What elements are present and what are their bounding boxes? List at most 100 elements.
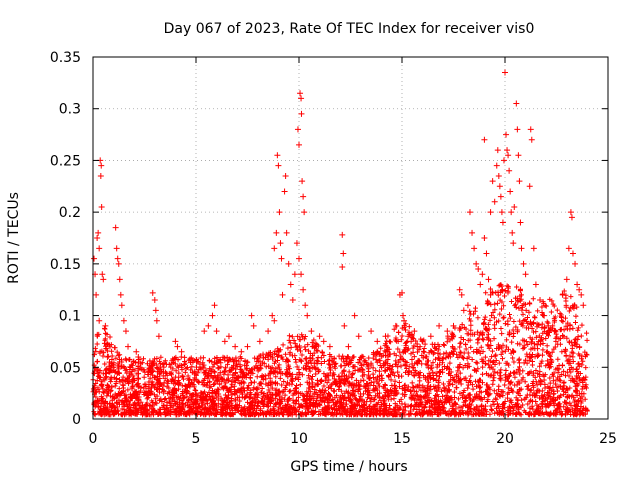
data-point <box>520 260 527 267</box>
data-point <box>508 209 515 216</box>
data-point <box>479 271 486 278</box>
y-tick-label: 0.15 <box>50 257 81 273</box>
data-point <box>209 312 216 319</box>
data-point <box>326 343 333 350</box>
data-point <box>277 240 284 247</box>
data-point <box>541 312 548 319</box>
data-point <box>499 219 506 226</box>
data-point <box>527 126 534 133</box>
data-point <box>279 291 286 298</box>
data-point <box>483 250 490 257</box>
data-point <box>285 260 292 267</box>
data-point <box>238 348 245 355</box>
data-point <box>296 141 302 148</box>
y-tick-label: 0.2 <box>59 205 81 221</box>
data-point <box>498 209 505 216</box>
data-point <box>298 110 305 117</box>
data-point <box>125 343 132 350</box>
ticks <box>92 56 609 420</box>
data-point <box>487 291 494 298</box>
data-point <box>250 322 257 329</box>
y-tick-label: 0.1 <box>59 309 81 325</box>
data-point <box>283 229 290 236</box>
data-point <box>278 255 285 262</box>
scatter-noise-band <box>90 282 590 418</box>
data-point <box>339 231 346 238</box>
x-tick-label: 5 <box>192 431 201 447</box>
data-point <box>172 338 179 345</box>
data-point <box>460 307 467 314</box>
data-point <box>201 328 208 335</box>
data-point <box>211 302 218 309</box>
y-tick-label: 0.3 <box>59 102 81 118</box>
data-point <box>104 353 111 360</box>
data-point <box>572 260 579 267</box>
data-point <box>153 317 160 324</box>
data-point <box>487 209 494 216</box>
data-point <box>155 333 162 340</box>
data-point <box>513 100 520 107</box>
data-point <box>565 245 572 252</box>
data-point <box>213 328 220 335</box>
x-tick-label: 25 <box>599 431 617 447</box>
data-point <box>96 245 103 252</box>
data-point <box>265 328 272 335</box>
data-point <box>221 338 228 345</box>
data-point <box>178 348 185 355</box>
data-point <box>316 333 323 340</box>
data-point <box>475 266 482 273</box>
x-axis-label: GPS time / hours <box>290 459 407 475</box>
grid <box>93 57 608 419</box>
data-point <box>282 172 289 179</box>
data-point <box>569 250 576 257</box>
data-point <box>115 260 122 267</box>
data-point <box>450 322 457 329</box>
data-point <box>102 322 109 329</box>
data-point <box>511 203 518 210</box>
data-point <box>477 281 484 288</box>
data-point <box>135 353 142 360</box>
data-point <box>269 312 276 319</box>
data-point <box>489 178 496 185</box>
data-point <box>232 343 239 350</box>
data-point <box>106 359 113 366</box>
data-point <box>287 281 294 288</box>
data-point <box>291 271 298 278</box>
data-point <box>298 271 305 278</box>
data-point <box>497 193 504 200</box>
data-point <box>116 276 123 283</box>
data-point <box>276 209 283 216</box>
data-point <box>299 178 306 185</box>
data-point <box>545 322 552 329</box>
data-point <box>505 152 512 159</box>
data-point <box>495 172 502 179</box>
data-point <box>151 297 158 304</box>
data-point <box>274 152 281 159</box>
data-point <box>304 312 311 319</box>
data-point <box>300 193 307 200</box>
data-point <box>248 312 255 319</box>
data-point <box>509 229 516 236</box>
data-point <box>345 343 352 350</box>
data-point <box>518 245 525 252</box>
data-point <box>526 183 533 190</box>
data-point <box>427 333 434 340</box>
data-point <box>464 302 471 309</box>
data-point <box>293 240 300 247</box>
data-point <box>515 152 522 159</box>
data-point <box>436 322 443 329</box>
data-point <box>504 147 511 154</box>
data-point <box>302 302 309 309</box>
data-point <box>98 203 105 210</box>
data-point <box>98 162 105 169</box>
y-tick-label: 0.05 <box>50 360 81 376</box>
data-point <box>256 338 263 345</box>
chart-title: Day 067 of 2023, Rate Of TEC Index for r… <box>164 21 535 37</box>
data-point <box>205 322 212 329</box>
data-point <box>93 291 100 298</box>
data-point <box>133 348 140 355</box>
data-point <box>530 245 537 252</box>
data-point <box>120 317 127 324</box>
data-point <box>481 136 488 143</box>
data-point <box>419 338 426 345</box>
